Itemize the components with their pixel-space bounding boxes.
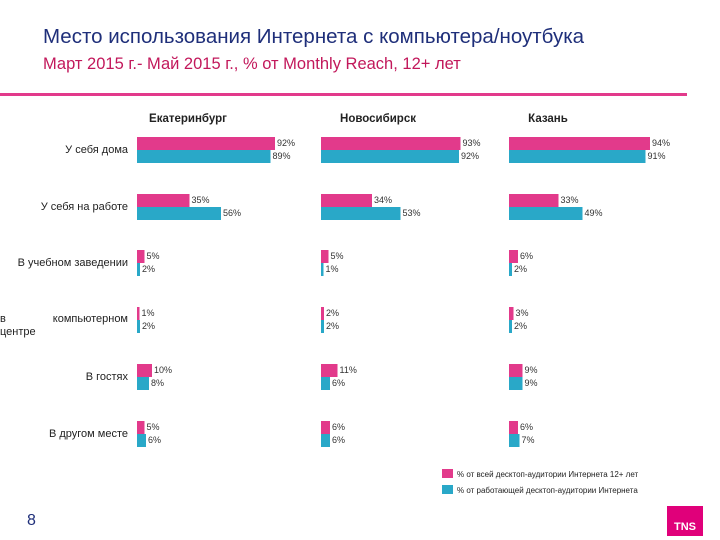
data-label: 2% xyxy=(142,321,155,331)
bar xyxy=(321,207,401,220)
data-label: 1% xyxy=(142,308,155,318)
city-label: Новосибирск xyxy=(340,113,416,125)
bar xyxy=(321,137,461,150)
bar xyxy=(509,207,583,220)
data-label: 35% xyxy=(192,195,210,205)
bar xyxy=(321,263,324,276)
city-label: Екатеринбург xyxy=(149,113,227,125)
data-label: 2% xyxy=(326,321,339,331)
bar xyxy=(321,377,330,390)
data-label: 53% xyxy=(403,208,421,218)
data-label: 94% xyxy=(652,138,670,148)
bar xyxy=(137,194,190,207)
data-label: 6% xyxy=(520,251,533,261)
data-label: 6% xyxy=(332,435,345,445)
bar xyxy=(509,150,646,163)
category-label: компьютерном xyxy=(53,313,128,325)
data-label: 6% xyxy=(520,422,533,432)
data-label: 33% xyxy=(561,195,579,205)
category-label: В гостях xyxy=(86,371,129,383)
page-number: 8 xyxy=(27,512,36,529)
bar xyxy=(321,421,330,434)
legend-label: % от всей десктоп-аудитории Интернета 12… xyxy=(457,470,639,479)
bar xyxy=(321,320,324,333)
data-label: 2% xyxy=(514,264,527,274)
bar xyxy=(321,307,324,320)
bar xyxy=(137,377,149,390)
data-label: 91% xyxy=(648,151,666,161)
category-label: В учебном заведении xyxy=(18,257,128,269)
category-label: У себя на работе xyxy=(41,201,128,213)
city-label: Казань xyxy=(528,113,568,125)
bar xyxy=(509,434,520,447)
data-label: 3% xyxy=(516,308,529,318)
data-label: 93% xyxy=(463,138,481,148)
data-label: 1% xyxy=(326,264,339,274)
data-label: 7% xyxy=(522,435,535,445)
bar xyxy=(137,207,221,220)
data-label: 5% xyxy=(147,251,160,261)
bar xyxy=(509,307,514,320)
bar xyxy=(137,250,145,263)
bar xyxy=(137,320,140,333)
data-label: 92% xyxy=(277,138,295,148)
data-label: 49% xyxy=(585,208,603,218)
data-label: 6% xyxy=(332,378,345,388)
category-label: В другом месте xyxy=(49,428,128,440)
bar xyxy=(509,263,512,276)
bar xyxy=(137,364,152,377)
title-divider xyxy=(0,93,687,96)
data-label: 2% xyxy=(326,308,339,318)
data-label: 2% xyxy=(514,321,527,331)
data-label: 9% xyxy=(525,378,538,388)
bar xyxy=(137,434,146,447)
data-label: 89% xyxy=(273,151,291,161)
bar xyxy=(321,150,459,163)
page-title: Место использования Интернета с компьюте… xyxy=(43,25,585,48)
data-label: 9% xyxy=(525,365,538,375)
category-label: У себя дома xyxy=(65,144,129,156)
data-label: 5% xyxy=(147,422,160,432)
bar xyxy=(321,434,330,447)
bar xyxy=(137,137,275,150)
category-label: в xyxy=(0,313,6,325)
tns-logo: TNS xyxy=(667,506,703,536)
bar xyxy=(137,307,140,320)
data-label: 56% xyxy=(223,208,241,218)
bar xyxy=(509,194,559,207)
legend-swatch xyxy=(442,485,453,494)
bar xyxy=(509,250,518,263)
data-label: 10% xyxy=(154,365,172,375)
bar xyxy=(321,194,372,207)
data-label: 6% xyxy=(332,422,345,432)
legend-label: % от работающей десктоп-аудитории Интерн… xyxy=(457,486,638,495)
data-label: 2% xyxy=(142,264,155,274)
bar xyxy=(137,421,145,434)
bar xyxy=(137,150,271,163)
bar xyxy=(509,364,523,377)
bar xyxy=(509,377,523,390)
bar xyxy=(509,137,650,150)
bar xyxy=(509,320,512,333)
legend-swatch xyxy=(442,469,453,478)
category-label: центре xyxy=(0,326,36,338)
page-subtitle: Март 2015 г.- Май 2015 г., % от Monthly … xyxy=(43,55,461,73)
data-label: 8% xyxy=(151,378,164,388)
data-label: 5% xyxy=(331,251,344,261)
data-label: 6% xyxy=(148,435,161,445)
data-label: 11% xyxy=(340,365,357,375)
bar xyxy=(321,364,338,377)
bar xyxy=(509,421,518,434)
data-label: 92% xyxy=(461,151,479,161)
bar xyxy=(137,263,140,276)
data-label: 34% xyxy=(374,195,392,205)
bar xyxy=(321,250,329,263)
